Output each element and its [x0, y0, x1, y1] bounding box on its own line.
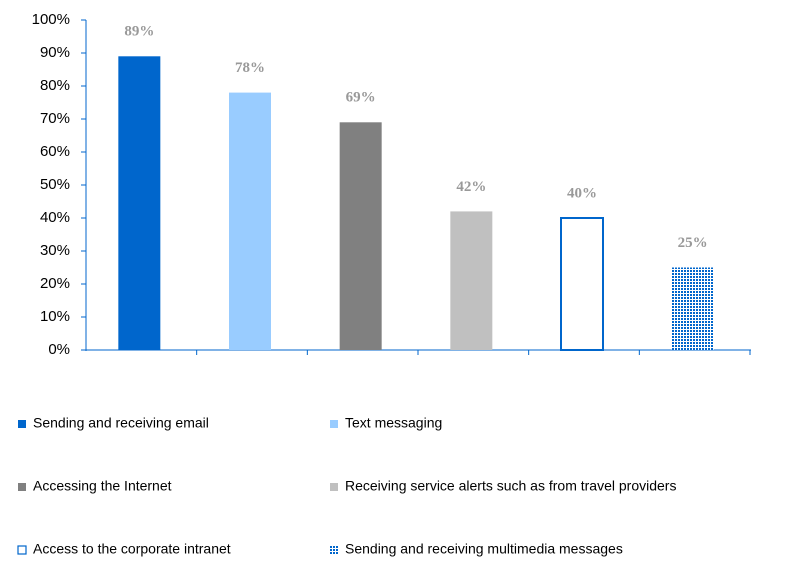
legend-label: Receiving service alerts such as from tr… [345, 478, 676, 494]
bar [560, 217, 604, 351]
legend-marker [330, 420, 338, 428]
bar [118, 56, 161, 351]
value-label: 69% [346, 90, 376, 106]
y-tick-label: 0% [48, 341, 70, 358]
bar [450, 211, 493, 350]
value-label: 25% [678, 235, 708, 251]
y-tick-label: 40% [40, 209, 70, 226]
y-tick-label: 50% [40, 176, 70, 193]
legend-label: Access to the corporate intranet [33, 541, 231, 557]
y-tick-label: 80% [40, 77, 70, 94]
legend-label: Accessing the Internet [33, 478, 172, 494]
bar [339, 122, 382, 350]
bar [671, 267, 714, 350]
y-tick-label: 100% [32, 11, 70, 28]
legend-label: Text messaging [345, 415, 442, 431]
legend-marker [330, 546, 338, 554]
y-tick-label: 70% [40, 110, 70, 127]
y-tick-label: 90% [40, 44, 70, 61]
bar [229, 92, 271, 350]
y-tick-label: 30% [40, 242, 70, 259]
legend-marker [17, 545, 27, 555]
y-tick-label: 10% [40, 308, 70, 325]
legend-marker [18, 483, 26, 491]
value-label: 40% [567, 185, 597, 201]
y-tick-label: 60% [40, 143, 70, 160]
y-tick-label: 20% [40, 275, 70, 292]
legend-marker [18, 420, 26, 428]
legend-marker [330, 483, 338, 491]
legend-label: Sending and receiving email [33, 415, 209, 431]
value-label: 42% [456, 179, 486, 195]
value-label: 78% [235, 60, 265, 76]
legend-label: Sending and receiving multimedia message… [345, 541, 623, 557]
value-label: 89% [124, 24, 154, 40]
